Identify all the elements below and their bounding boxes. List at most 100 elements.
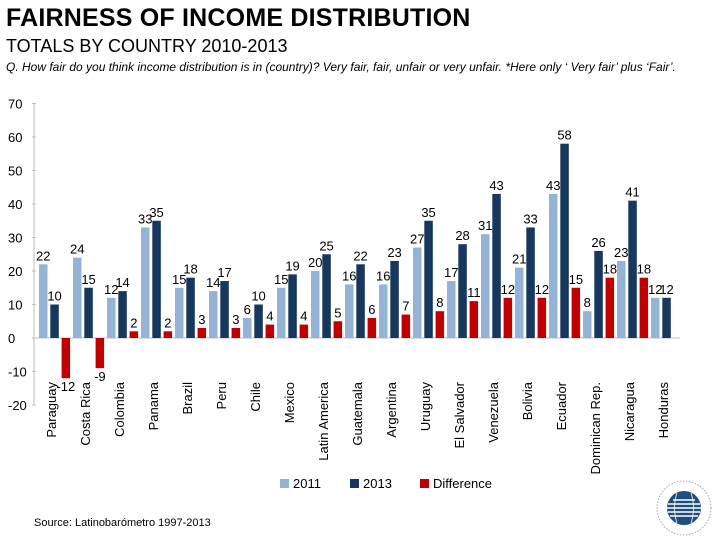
data-label-bolivia-difference: 12 (535, 282, 549, 297)
data-label-argentina-difference: 7 (402, 299, 409, 314)
bar-guatemala-2013 (356, 264, 365, 338)
data-label-argentina-2011: 16 (376, 268, 390, 283)
data-label-venezuela-2011: 31 (478, 218, 492, 233)
data-label-latin-america-2013: 25 (319, 238, 333, 253)
x-tick-label-uruguay: Uruguay (418, 382, 433, 432)
bar-ecuador-2011 (549, 193, 558, 338)
data-label-costa-rica-2011: 24 (70, 242, 84, 257)
data-label-ecuador-difference: 15 (569, 272, 583, 287)
data-label-peru-2011: 14 (206, 275, 220, 290)
data-label-el-salvador-2011: 17 (444, 265, 458, 280)
bar-paraguay-2011 (39, 264, 48, 338)
bar-el-salvador-difference (469, 301, 479, 338)
data-label-panama-2011: 33 (138, 211, 152, 226)
data-label-mexico-difference: 4 (300, 309, 307, 324)
data-label-chile-2011: 6 (244, 302, 251, 317)
page-subtitle: TOTALS BY COUNTRY 2010-2013 (6, 36, 288, 56)
data-label-venezuela-2013: 43 (489, 178, 503, 193)
bar-bolivia-2013 (526, 227, 535, 338)
page-title: FAIRNESS OF INCOME DISTRIBUTION (6, 4, 471, 32)
data-label-chile-difference: 4 (266, 309, 273, 324)
bar-chile-difference (265, 324, 275, 338)
survey-question: Q. How fair do you think income distribu… (6, 60, 676, 74)
bar-panama-difference (163, 331, 173, 338)
x-tick-label-honduras: Honduras (656, 382, 671, 439)
data-label-dominican-rep-2011: 8 (584, 295, 591, 310)
data-label-brazil-2011: 15 (172, 272, 186, 287)
x-tick-label-panama: Panama (146, 381, 161, 430)
bar-ecuador-2013 (560, 143, 569, 338)
data-label-nicaragua-difference: 18 (637, 262, 651, 277)
bar-costa-rica-2011 (73, 257, 82, 338)
bar-nicaragua-2011 (617, 260, 626, 338)
data-label-bolivia-2011: 21 (512, 252, 526, 267)
bar-brazil-2011 (175, 287, 184, 338)
bar-latin-america-2011 (311, 271, 320, 338)
legend-label-2011: 2011 (293, 476, 321, 491)
y-tick-label-50: 50 (8, 164, 22, 179)
data-label-mexico-2013: 19 (285, 258, 299, 273)
bar-colombia-difference (129, 331, 139, 338)
bar-peru-difference (231, 327, 241, 338)
data-label-nicaragua-2011: 23 (614, 245, 628, 260)
data-label-costa-rica-difference: -9 (94, 369, 106, 384)
bar-argentina-2011 (379, 284, 388, 338)
data-label-mexico-2011: 15 (274, 272, 288, 287)
data-label-nicaragua-2013: 41 (625, 185, 639, 200)
bar-venezuela-2011 (481, 234, 490, 338)
data-label-ecuador-2013: 58 (557, 128, 571, 143)
x-tick-label-argentina: Argentina (384, 381, 399, 437)
x-tick-label-chile: Chile (248, 382, 263, 412)
bar-guatemala-2011 (345, 284, 354, 338)
bar-chile-2013 (254, 304, 263, 338)
x-tick-label-el-salvador: El Salvador (452, 381, 467, 448)
data-label-panama-2013: 35 (149, 205, 163, 220)
bar-colombia-2013 (118, 291, 127, 338)
data-label-guatemala-2013: 22 (353, 248, 367, 263)
data-label-colombia-difference: 2 (130, 315, 137, 330)
bar-panama-2011 (141, 227, 150, 338)
bar-nicaragua-difference (639, 277, 649, 338)
latinobarometro-globe-logo (656, 480, 712, 536)
data-label-uruguay-2013: 35 (421, 205, 435, 220)
bar-paraguay-2013 (50, 304, 59, 338)
bar-dominican-rep-2011 (583, 311, 592, 338)
data-label-brazil-difference: 3 (198, 312, 205, 327)
data-label-paraguay-difference: -12 (56, 379, 75, 394)
data-label-el-salvador-difference: 11 (467, 285, 481, 300)
bar-peru-2011 (209, 291, 218, 338)
bar-bolivia-difference (537, 297, 547, 338)
bar-uruguay-difference (435, 311, 445, 338)
bar-chile-2011 (243, 317, 252, 338)
x-tick-label-venezuela: Venezuela (486, 381, 501, 442)
bar-mexico-2011 (277, 287, 286, 338)
data-label-peru-2013: 17 (217, 265, 231, 280)
bar-venezuela-difference (503, 297, 513, 338)
x-tick-label-latin-america: Latin America (316, 381, 331, 461)
data-label-dominican-rep-2013: 26 (591, 235, 605, 250)
data-label-colombia-2011: 12 (104, 282, 118, 297)
data-label-venezuela-difference: 12 (501, 282, 515, 297)
y-tick-label-20: 20 (8, 264, 22, 279)
bar-guatemala-difference (367, 317, 377, 338)
x-tick-label-guatemala: Guatemala (350, 381, 365, 445)
bar-el-salvador-2013 (458, 244, 467, 338)
bar-venezuela-2013 (492, 193, 501, 338)
data-label-latin-america-difference: 5 (334, 305, 341, 320)
data-label-honduras-2011: 12 (648, 282, 662, 297)
x-tick-label-paraguay: Paraguay (44, 382, 59, 438)
y-tick-label-neg20: -20 (8, 398, 27, 413)
x-tick-label-nicaragua: Nicaragua (622, 381, 637, 441)
bar-costa-rica-2013 (84, 287, 93, 338)
bar-bolivia-2011 (515, 267, 524, 338)
data-label-el-salvador-2013: 28 (455, 228, 469, 243)
data-label-dominican-rep-difference: 18 (603, 262, 617, 277)
bar-argentina-2013 (390, 260, 399, 338)
y-tick-label-10: 10 (8, 298, 22, 313)
data-label-latin-america-2011: 20 (308, 255, 322, 270)
data-label-chile-2013: 10 (251, 289, 265, 304)
bar-el-salvador-2011 (447, 281, 456, 338)
x-tick-label-peru: Peru (214, 382, 229, 409)
bar-panama-2013 (152, 220, 161, 338)
legend-swatch-2011 (280, 479, 289, 488)
